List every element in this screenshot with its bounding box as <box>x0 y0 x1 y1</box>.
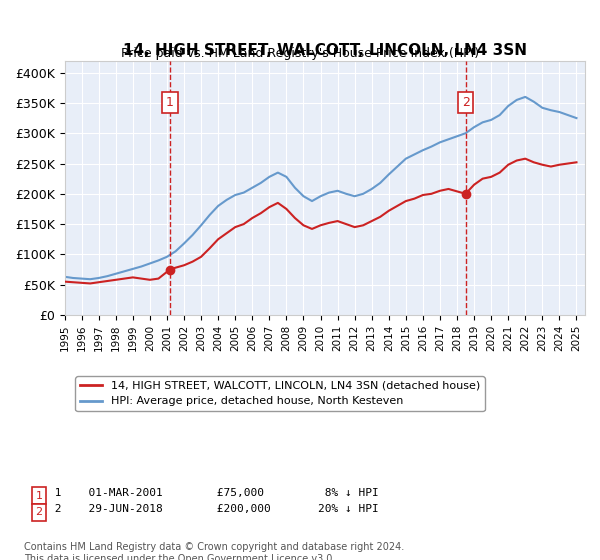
Text: 1: 1 <box>166 96 174 109</box>
Text: 2    29-JUN-2018        £200,000       20% ↓ HPI: 2 29-JUN-2018 £200,000 20% ↓ HPI <box>48 505 379 515</box>
Text: 1    01-MAR-2001        £75,000         8% ↓ HPI: 1 01-MAR-2001 £75,000 8% ↓ HPI <box>48 488 379 498</box>
Text: Contains HM Land Registry data © Crown copyright and database right 2024.
This d: Contains HM Land Registry data © Crown c… <box>24 542 404 560</box>
Text: 1: 1 <box>35 491 43 501</box>
Text: 2: 2 <box>35 507 43 517</box>
Text: Price paid vs. HM Land Registry's House Price Index (HPI): Price paid vs. HM Land Registry's House … <box>121 46 479 60</box>
Title: 14, HIGH STREET, WALCOTT, LINCOLN, LN4 3SN: 14, HIGH STREET, WALCOTT, LINCOLN, LN4 3… <box>123 43 527 58</box>
Legend: 14, HIGH STREET, WALCOTT, LINCOLN, LN4 3SN (detached house), HPI: Average price,: 14, HIGH STREET, WALCOTT, LINCOLN, LN4 3… <box>76 376 485 411</box>
Text: 2: 2 <box>461 96 470 109</box>
